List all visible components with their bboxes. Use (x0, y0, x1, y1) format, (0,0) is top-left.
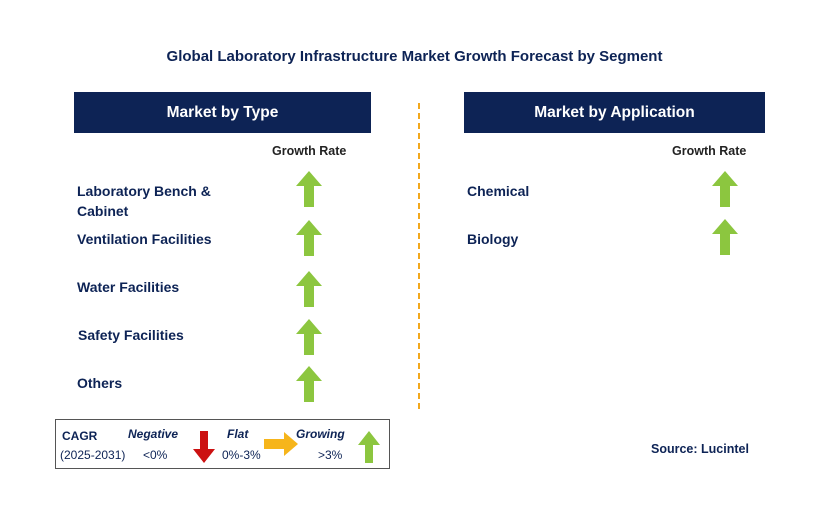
legend-negative-range: <0% (143, 448, 168, 462)
legend-period: (2025-2031) (60, 448, 126, 462)
right-arrow-icon (264, 432, 298, 456)
application-row-label: Biology (467, 231, 519, 247)
page-title: Global Laboratory Infrastructure Market … (166, 48, 663, 65)
type-row-label: Others (77, 375, 123, 391)
type-row-label: Water Facilities (77, 279, 180, 295)
up-arrow-icon (296, 366, 322, 402)
type-row-label: Safety Facilities (78, 327, 184, 343)
legend-negative-label: Negative (128, 427, 179, 441)
up-arrow-icon (296, 271, 322, 307)
left-growth-rate-label: Growth Rate (272, 144, 347, 158)
source-note: Source: Lucintel (651, 442, 749, 456)
legend-flat-label: Flat (227, 427, 249, 441)
legend-growing-label: Growing (296, 427, 345, 441)
legend-cagr-label: CAGR (62, 429, 98, 443)
right-growth-rate-label: Growth Rate (672, 144, 747, 158)
application-row-label: Chemical (467, 183, 530, 199)
up-arrow-icon (296, 220, 322, 256)
legend-flat-range: 0%-3% (222, 448, 261, 462)
type-row-label: Ventilation Facilities (77, 231, 212, 247)
up-arrow-icon (358, 431, 380, 463)
up-arrow-icon (296, 171, 322, 207)
up-arrow-icon (296, 319, 322, 355)
type-row-label: Laboratory Bench & Cabinet (77, 183, 211, 219)
up-arrow-icon (712, 171, 738, 207)
up-arrow-icon (712, 219, 738, 255)
cagr-legend (55, 419, 390, 469)
market-by-type-header: Market by Type (74, 92, 371, 133)
panel-divider (418, 103, 420, 409)
down-arrow-icon (193, 431, 215, 463)
market-by-application-header: Market by Application (464, 92, 765, 133)
legend-growing-range: >3% (318, 448, 343, 462)
